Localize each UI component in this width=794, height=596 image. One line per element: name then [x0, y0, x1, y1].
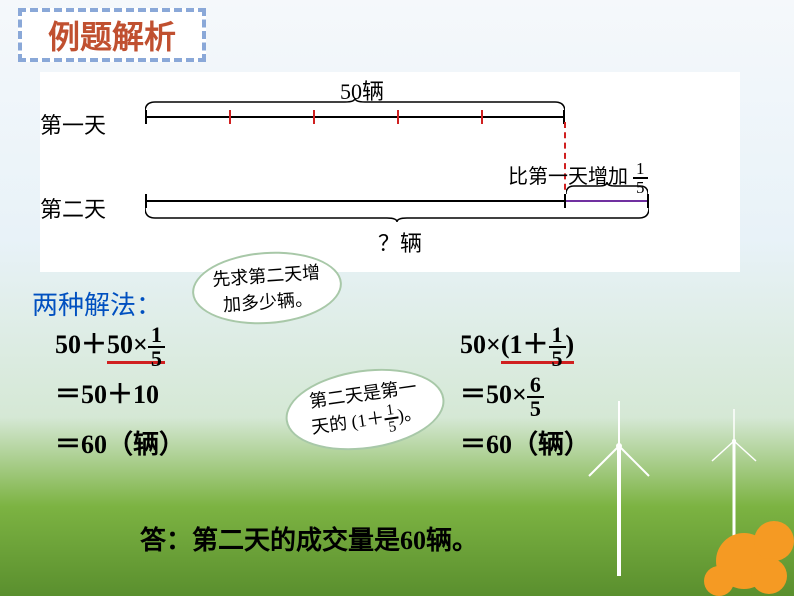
- equation-method-2: 50×(1＋15) ＝50×65 ＝60（辆）: [460, 320, 590, 470]
- bar-day2-extra: [565, 200, 649, 202]
- tick-2: [313, 110, 315, 124]
- eq2-line1: 50×(1＋15): [460, 320, 590, 370]
- day2-label: 第二天: [40, 192, 106, 224]
- cloud1-line1: 先求第二天增: [212, 262, 321, 289]
- eq1-line3: ＝60（辆）: [55, 420, 185, 469]
- flourish-icon: [674, 476, 794, 596]
- eq2-line2: ＝50×65: [460, 370, 590, 420]
- question-label: ？辆: [378, 226, 422, 258]
- brace-small-icon: [566, 182, 648, 194]
- equation-method-1: 50＋50×15 ＝50＋10 ＝60（辆）: [55, 320, 185, 469]
- title-text: 例题解析: [48, 12, 176, 58]
- eq1-line2: ＝50＋10: [55, 370, 185, 419]
- bar1-left-end: [145, 110, 147, 124]
- eq1-line1: 50＋50×15: [55, 320, 185, 370]
- title-box: 例题解析: [18, 8, 206, 62]
- eq2-line3: ＝60（辆）: [460, 420, 590, 469]
- bar2-left-end: [145, 194, 147, 208]
- tick-3: [397, 110, 399, 124]
- bar-day1: [145, 116, 565, 118]
- cloud-hint-2: 第二天是第一 天的 (1＋15)。: [280, 359, 449, 459]
- answer-text: 答：第二天的成交量是60辆。: [140, 520, 478, 557]
- day1-label: 第一天: [40, 108, 106, 140]
- cloud1-line2: 加多少辆。: [222, 289, 313, 315]
- methods-label: 两种解法：: [32, 285, 162, 322]
- line-diagram: 50辆 第一天 比第一天增加 15 第二天 ？辆: [40, 72, 740, 272]
- bar2-right-end: [647, 194, 649, 208]
- brace-top-icon: [145, 98, 565, 112]
- tick-1: [229, 110, 231, 124]
- bar2-mid-tick: [564, 194, 566, 208]
- windmill-icon: [584, 396, 654, 576]
- brace-bottom-icon: [145, 208, 649, 222]
- tick-4: [481, 110, 483, 124]
